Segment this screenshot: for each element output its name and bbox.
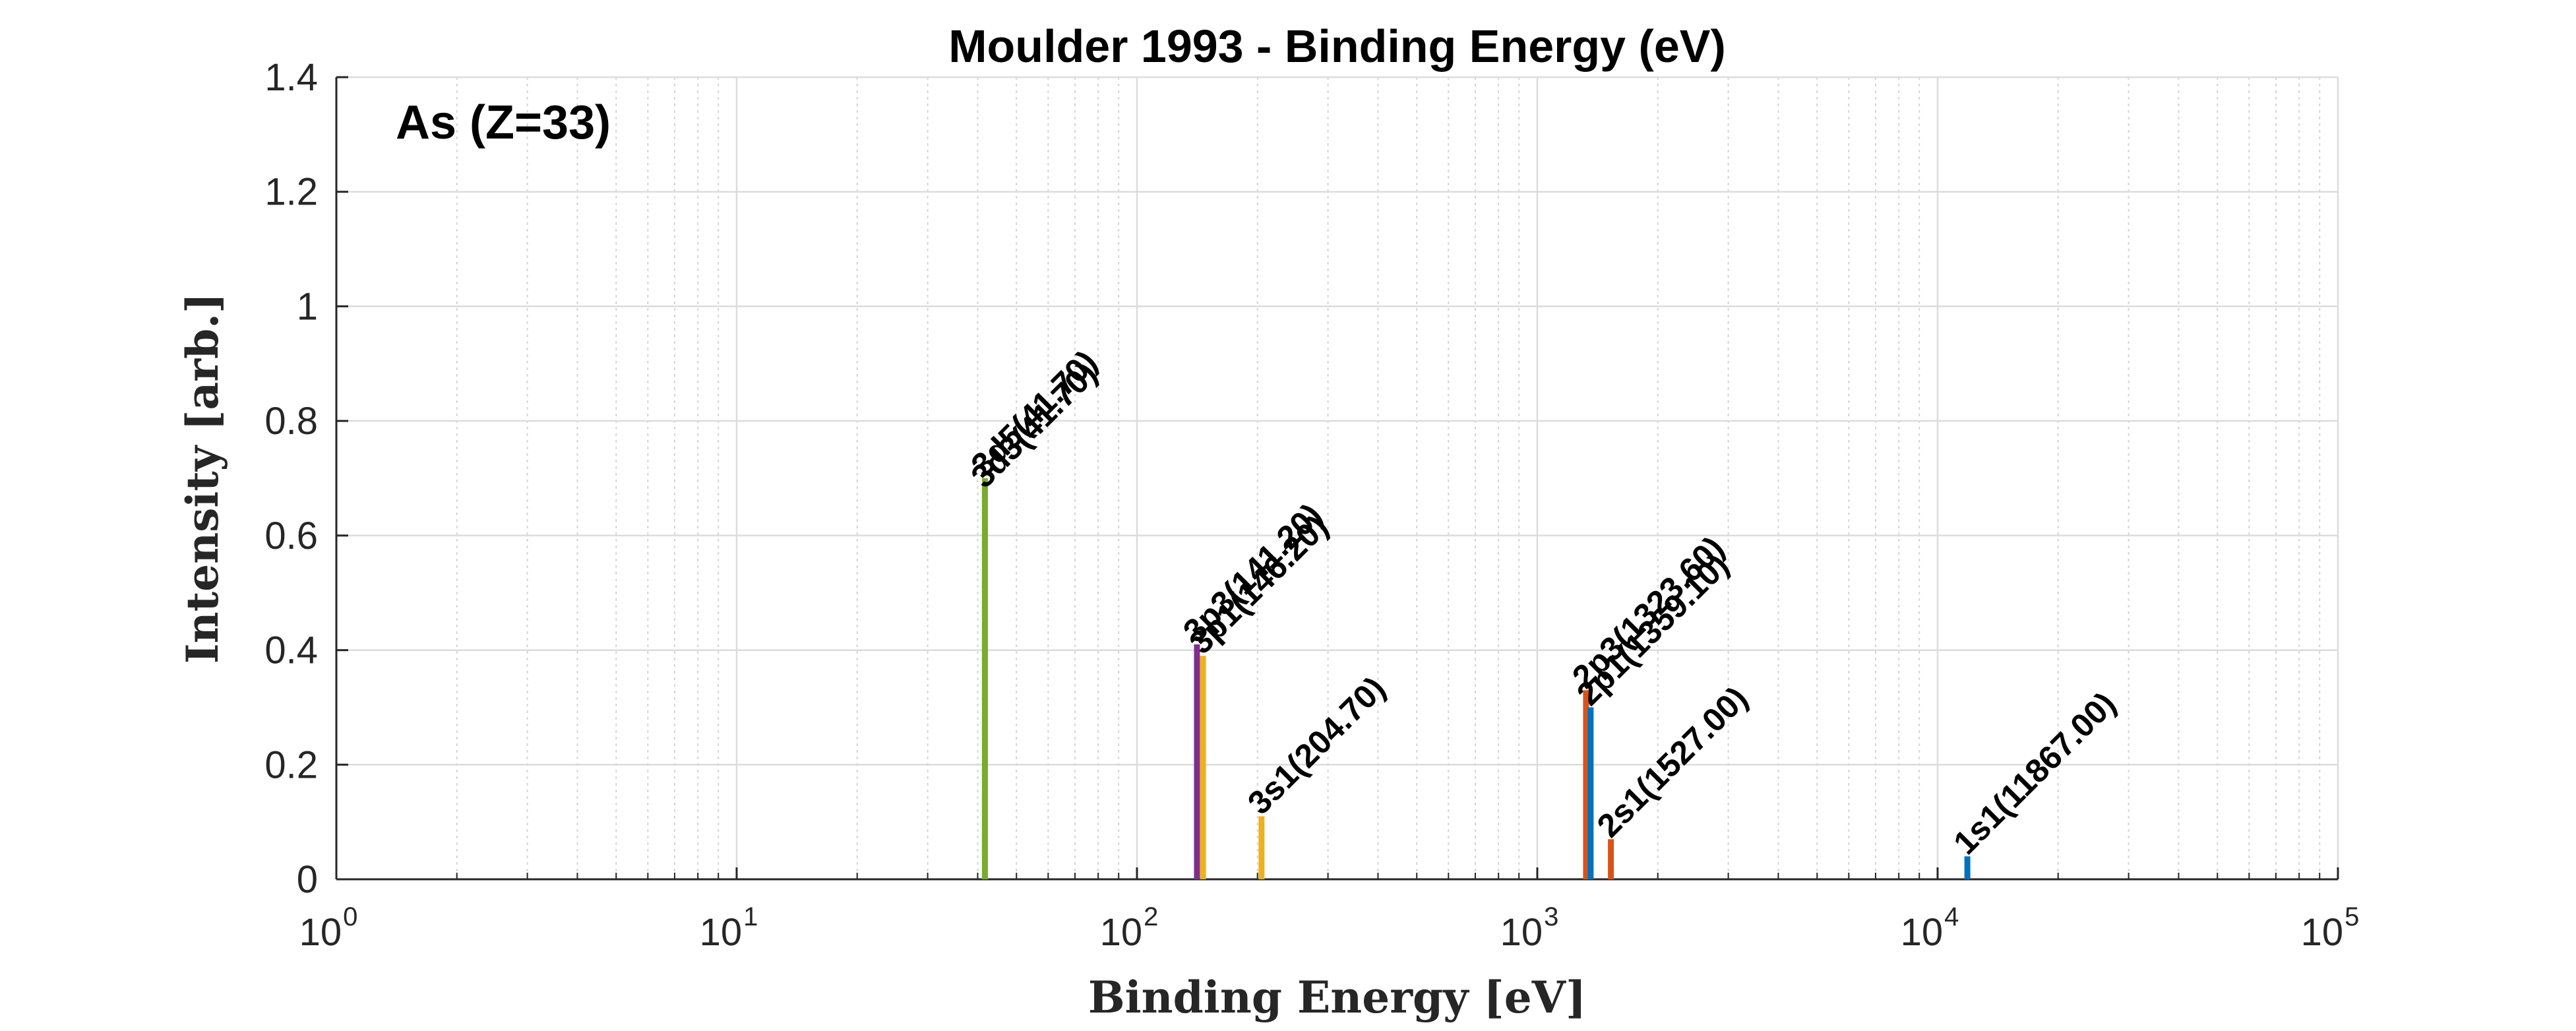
axes — [335, 76, 2339, 881]
y-tick-label: 1.2 — [264, 171, 318, 214]
peak-lines — [981, 478, 1971, 879]
chart-title: Moulder 1993 - Binding Energy (eV) — [948, 20, 1726, 72]
y-tick-label: 0.4 — [264, 629, 318, 672]
element-annotation: As (Z=33) — [396, 96, 611, 149]
x-tick-labels: 100 101 102 103 104 105 — [299, 902, 2360, 954]
y-axis-label: Intensity [arb.] — [177, 293, 228, 664]
x-tick-label: 103 — [1500, 902, 1559, 954]
y-tick-label: 0.6 — [264, 515, 318, 557]
plot-area — [336, 77, 2338, 879]
x-tick-label: 100 — [299, 902, 358, 954]
y-tick-labels: 0 0.2 0.4 0.6 0.8 1 1.2 1.4 — [264, 56, 318, 901]
y-tick-label: 0 — [297, 858, 318, 901]
minor-gridlines — [456, 77, 2321, 879]
y-tick-label: 0.8 — [264, 400, 318, 443]
y-tick-label: 1 — [297, 285, 318, 328]
y-tick-label: 0.2 — [264, 743, 318, 786]
x-tick-label: 105 — [2301, 902, 2360, 954]
x-tick-label: 102 — [1100, 902, 1159, 954]
x-tick-label: 104 — [1901, 902, 1959, 954]
y-tick-label: 1.4 — [264, 56, 318, 99]
x-tick-label: 101 — [700, 902, 758, 954]
x-axis-label: Binding Energy [eV] — [1088, 972, 1586, 1023]
